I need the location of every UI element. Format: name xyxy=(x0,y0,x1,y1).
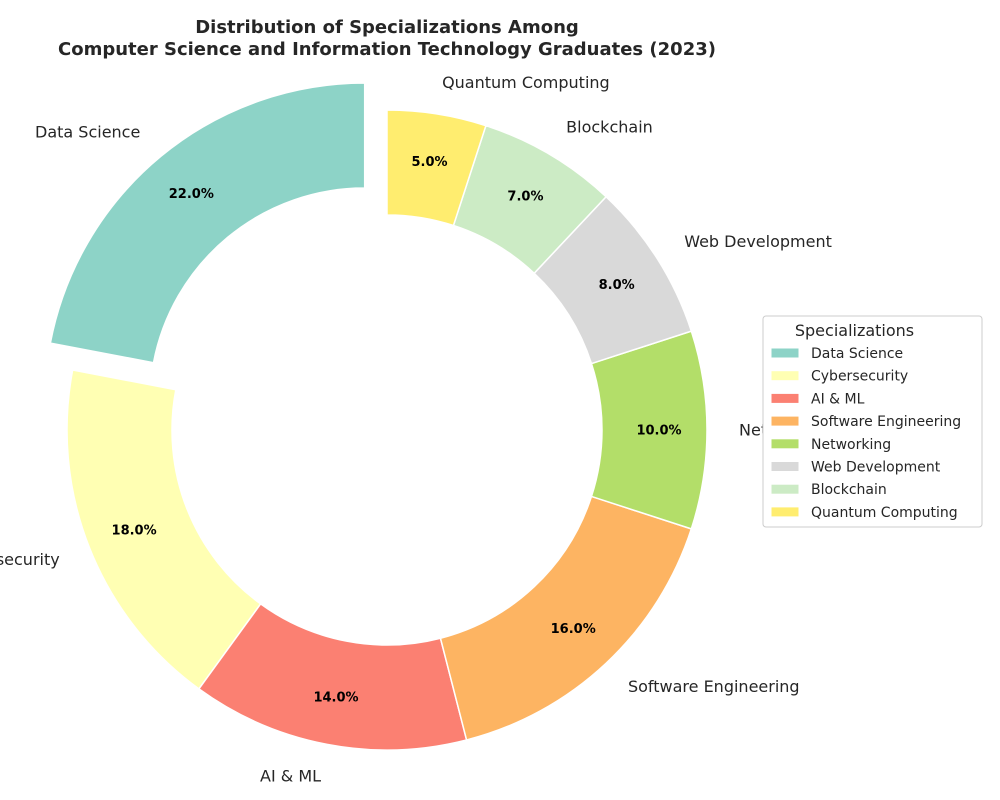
legend-swatch xyxy=(770,438,800,450)
legend-swatch xyxy=(770,392,800,404)
slice-category-label: Data Science xyxy=(35,122,140,141)
legend-swatch xyxy=(770,461,800,472)
slice-category-label: AI & ML xyxy=(260,766,321,785)
legend-swatch xyxy=(770,506,800,518)
legend-swatch xyxy=(770,415,800,427)
slice-category-label: Quantum Computing xyxy=(442,73,610,92)
slice-percent-label: 7.0% xyxy=(507,189,543,204)
slice-percent-label: 14.0% xyxy=(313,691,358,706)
pie-slice xyxy=(386,109,487,227)
legend-item-label: Blockchain xyxy=(811,482,887,498)
chart-title-line: Computer Science and Information Technol… xyxy=(58,39,716,60)
slices-group xyxy=(49,82,708,751)
slice-percent-label: 22.0% xyxy=(169,187,214,202)
slice-category-label: Software Engineering xyxy=(628,677,800,696)
pie-slice xyxy=(66,369,262,690)
legend-swatch xyxy=(770,370,800,382)
legend-item-label: Networking xyxy=(811,437,891,453)
legend-title: Specializations xyxy=(795,321,914,340)
slice-category-label: Blockchain xyxy=(566,118,653,137)
slice-category-label: Cybersecurity xyxy=(0,550,60,569)
legend-swatch xyxy=(770,347,800,359)
legend-items: Data Science Cybersecurity AI & ML Software… xyxy=(770,346,961,521)
legend-item-label: Software Engineering xyxy=(811,414,961,430)
chart-title-line: Distribution of Specializations Among xyxy=(195,17,579,38)
legend: Specializations Data Science Cybersecurit… xyxy=(762,315,983,528)
slice-percent-label: 10.0% xyxy=(636,424,681,439)
legend-item-label: Cybersecurity xyxy=(811,369,908,385)
legend-item-label: Web Development xyxy=(811,460,941,476)
legend-frame xyxy=(762,315,983,528)
slice-percent-label: 5.0% xyxy=(412,155,448,170)
slice-percent-label: 18.0% xyxy=(112,524,157,539)
slice-percent-label: 8.0% xyxy=(599,278,635,293)
pie-slice xyxy=(439,495,693,741)
legend-item-label: Data Science xyxy=(811,346,903,362)
legend-swatch xyxy=(770,483,800,495)
slice-percent-label: 16.0% xyxy=(551,622,596,637)
legend-item-label: Quantum Computing xyxy=(811,505,958,521)
percent-labels-group: 22.0% 18.0% 14.0% 16.0% 10.0% 8.0% 7.0% 5.0% xyxy=(112,155,682,706)
legend-item-label: AI & ML xyxy=(811,391,865,407)
slice-category-label: Web Development xyxy=(684,232,832,251)
pie-slice xyxy=(49,82,366,364)
category-labels-group: Data Science Cybersecurity AI & ML Software… xyxy=(0,73,832,785)
chart-title: Distribution of Specializations Among Com… xyxy=(58,17,716,60)
